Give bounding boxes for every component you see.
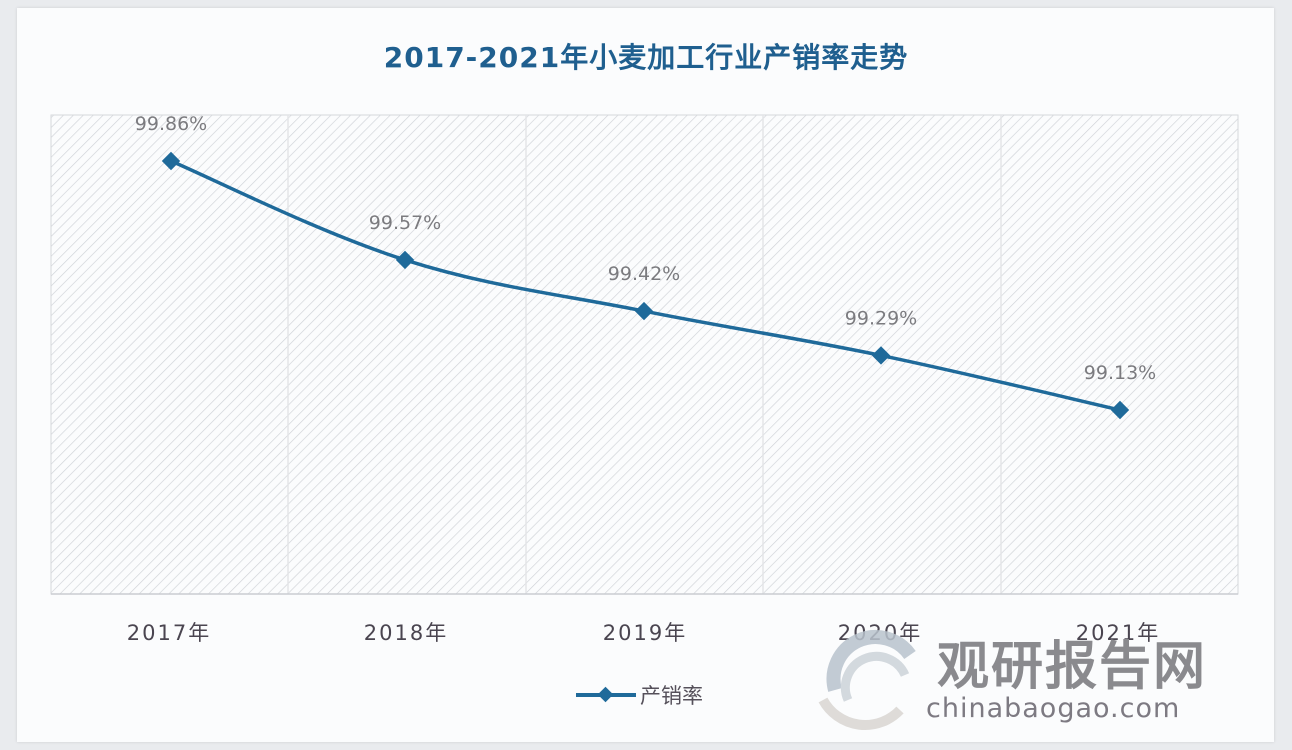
data-point-diamond-icon[interactable] xyxy=(871,346,891,365)
legend-diamond-icon xyxy=(597,686,614,703)
data-label: 99.29% xyxy=(845,307,917,329)
watermark: 观研报告网 chinabaogao.com xyxy=(818,630,1207,730)
chart-title: 2017-2021年小麦加工行业产销率走势 xyxy=(383,41,909,74)
data-label: 99.57% xyxy=(369,212,441,234)
watermark-name: 观研报告网 xyxy=(937,637,1207,697)
data-point-diamond-icon[interactable] xyxy=(634,301,654,321)
data-label: 99.86% xyxy=(135,113,207,135)
data-labels: 99.86% 99.57% 99.42% 99.29% 99.13% xyxy=(135,113,1156,384)
data-label: 99.42% xyxy=(608,263,680,285)
x-tick-label: 2017年 xyxy=(127,621,211,645)
x-tick-label: 2019年 xyxy=(603,621,687,645)
watermark-logo-icon xyxy=(818,630,916,730)
data-point-diamond-icon[interactable] xyxy=(161,151,181,171)
legend-label: 产销率 xyxy=(640,684,703,708)
legend: 产销率 xyxy=(576,684,703,708)
data-label: 99.13% xyxy=(1084,362,1156,384)
x-tick-label: 2021年 xyxy=(1076,621,1160,645)
series-line xyxy=(161,151,1130,420)
watermark-domain: chinabaogao.com xyxy=(926,693,1180,724)
x-tick-label: 2018年 xyxy=(364,621,448,645)
data-point-diamond-icon[interactable] xyxy=(1110,400,1130,420)
